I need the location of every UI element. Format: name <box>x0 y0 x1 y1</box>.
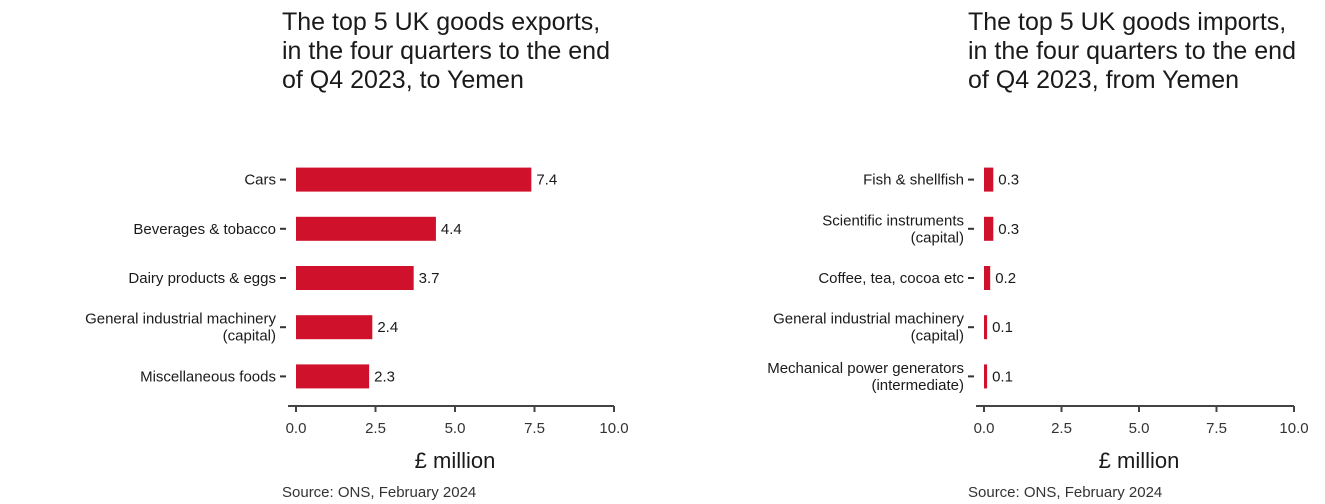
exports-category-label-line: (capital) <box>223 328 276 345</box>
exports-category-label: General industrial machinery (capital) <box>85 311 276 345</box>
imports-category-label-line: Mechanical power generators <box>767 360 964 377</box>
imports-chart-panel: Fish & shellfish 0.3 Scientific instrument… <box>662 0 1324 504</box>
imports-value-label: 0.2 <box>995 270 1016 287</box>
imports-x-tick-label: 7.5 <box>1206 420 1227 437</box>
exports-x-tick-label: 10.0 <box>599 420 628 437</box>
exports-value-label: 2.3 <box>374 368 395 385</box>
imports-category-label-line: Scientific instruments <box>822 212 964 229</box>
exports-bar <box>296 216 436 241</box>
imports-bar <box>984 266 991 290</box>
exports-x-tick-label: 5.0 <box>445 420 466 437</box>
exports-x-tick-label: 0.0 <box>286 420 307 437</box>
imports-category-label-line: (intermediate) <box>871 377 964 394</box>
imports-category-label-line: Fish & shellfish <box>863 172 964 189</box>
exports-category-label: Cars <box>244 172 276 189</box>
exports-chart-panel: Cars 7.4 Beverages & tobacco 4.4 Dairy produ… <box>0 0 662 504</box>
exports-value-label: 3.7 <box>419 270 440 287</box>
exports-category-label-line: Dairy products & eggs <box>128 270 276 287</box>
exports-chart-title: The top 5 UK goods exports, in the four … <box>282 8 610 94</box>
exports-category-label-line: Cars <box>244 172 276 189</box>
imports-category-label: Coffee, tea, cocoa etc <box>818 270 964 287</box>
imports-x-tick-label: 2.5 <box>1051 420 1072 437</box>
imports-bar <box>984 364 988 389</box>
exports-x-tick-label: 7.5 <box>524 420 545 437</box>
imports-category-label: Scientific instruments (capital) <box>822 212 964 246</box>
exports-category-label-line: General industrial machinery <box>85 311 276 328</box>
exports-value-label: 7.4 <box>536 172 557 189</box>
imports-x-tick-label: 10.0 <box>1279 420 1308 437</box>
exports-x-tick-label: 2.5 <box>365 420 386 437</box>
exports-bar <box>296 364 370 389</box>
exports-bar <box>296 315 373 340</box>
exports-bar <box>296 266 414 290</box>
exports-value-label: 2.4 <box>377 319 398 336</box>
imports-bar-chart: Fish & shellfish 0.3 Scientific instrument… <box>767 167 1309 473</box>
imports-category-label: Fish & shellfish <box>863 172 964 189</box>
imports-category-label-line: General industrial machinery <box>773 311 964 328</box>
exports-category-label: Miscellaneous foods <box>140 368 276 385</box>
imports-bar <box>984 216 994 241</box>
imports-bar <box>984 167 994 192</box>
exports-category-label-line: Beverages & tobacco <box>133 221 276 238</box>
imports-category-label-line: Coffee, tea, cocoa etc <box>818 270 964 287</box>
exports-value-label: 4.4 <box>441 221 462 238</box>
imports-x-tick-label: 5.0 <box>1129 420 1150 437</box>
imports-x-tick-label: 0.0 <box>974 420 995 437</box>
imports-category-label: General industrial machinery (capital) <box>773 311 964 345</box>
exports-category-label-line: Miscellaneous foods <box>140 368 276 385</box>
imports-value-label: 0.3 <box>998 172 1019 189</box>
exports-category-label: Beverages & tobacco <box>133 221 276 238</box>
imports-chart-title: The top 5 UK goods imports, in the four … <box>968 8 1296 94</box>
imports-value-label: 0.3 <box>998 221 1019 238</box>
exports-bar <box>296 167 532 192</box>
imports-value-label: 0.1 <box>992 368 1013 385</box>
imports-x-axis-title: £ million <box>1099 448 1180 473</box>
imports-category-label-line: (capital) <box>911 229 964 246</box>
exports-bar-chart: Cars 7.4 Beverages & tobacco 4.4 Dairy produ… <box>85 167 629 473</box>
imports-value-label: 0.1 <box>992 319 1013 336</box>
imports-category-label: Mechanical power generators (intermediate… <box>767 360 964 394</box>
imports-source-note: Source: ONS, February 2024 <box>968 484 1163 501</box>
imports-bar <box>984 315 988 340</box>
exports-category-label: Dairy products & eggs <box>128 270 276 287</box>
exports-x-axis-title: £ million <box>415 448 496 473</box>
exports-source-note: Source: ONS, February 2024 <box>282 484 477 501</box>
imports-category-label-line: (capital) <box>911 328 964 345</box>
